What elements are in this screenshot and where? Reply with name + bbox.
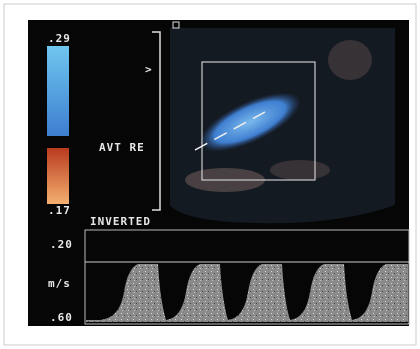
velocity-top: .20 <box>50 238 73 251</box>
color-scale-min: .17 <box>48 204 71 217</box>
tissue <box>328 40 372 80</box>
site-label: AVT RE <box>99 141 145 154</box>
velocity-unit: m/s <box>48 277 71 290</box>
tissue <box>270 160 330 180</box>
depth-marker: > <box>145 63 153 76</box>
color-scale-max: .29 <box>48 32 71 45</box>
velocity-bottom: .60 <box>50 311 73 324</box>
ultrasound-screen: .29 .17 > AVT RE INVERTED .20 m/s .60 <box>0 0 420 349</box>
color-bar-blue <box>47 46 69 136</box>
mode-label: INVERTED <box>90 215 151 228</box>
color-bar-red <box>47 148 69 204</box>
